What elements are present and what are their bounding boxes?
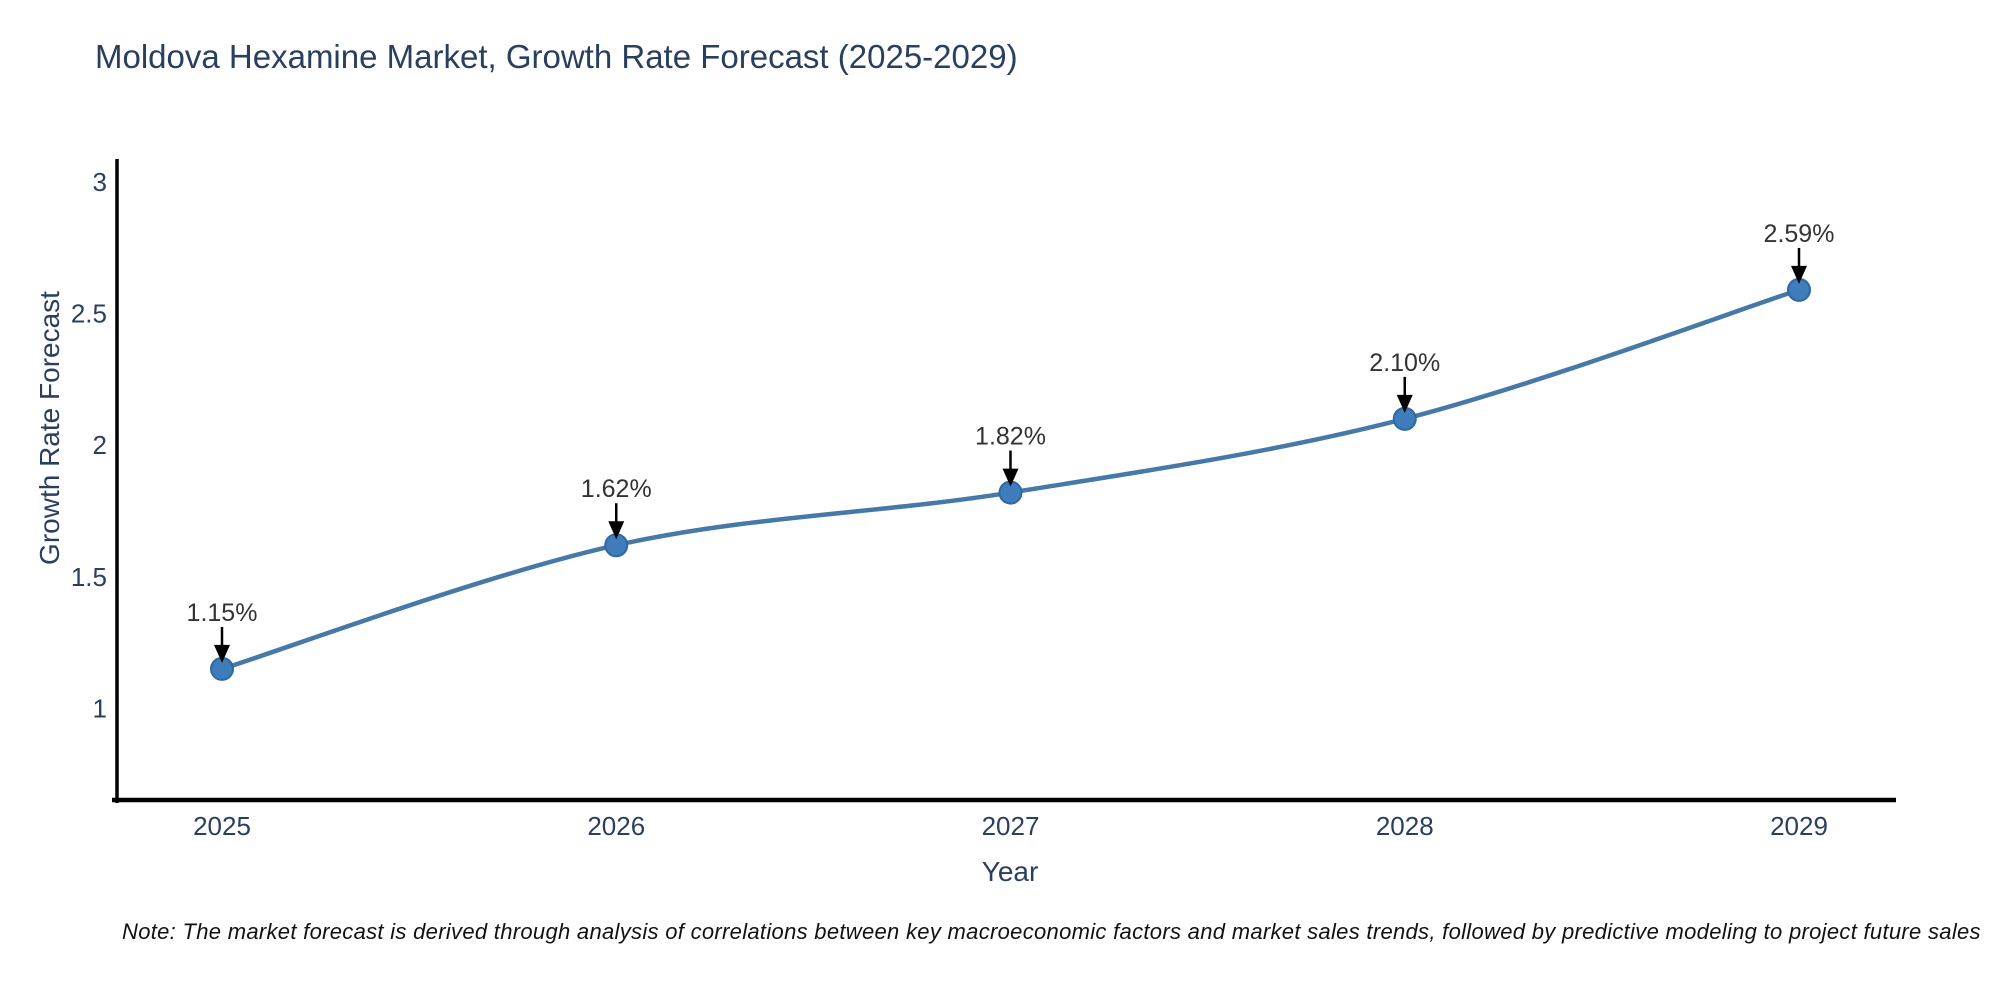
x-tick-label: 2028 xyxy=(1376,811,1434,841)
chart-title: Moldova Hexamine Market, Growth Rate For… xyxy=(95,38,1018,75)
x-tick-label: 2029 xyxy=(1770,811,1828,841)
y-tick-label: 1 xyxy=(93,693,107,723)
footnote: Note: The market forecast is derived thr… xyxy=(122,919,1981,944)
y-tick-label: 2 xyxy=(93,430,107,460)
x-tick-label: 2025 xyxy=(193,811,251,841)
annotation-label: 1.82% xyxy=(975,423,1046,451)
annotation-arrowhead xyxy=(1396,394,1413,413)
y-tick-label: 1.5 xyxy=(71,562,107,592)
x-axis-title: Year xyxy=(981,856,1039,887)
annotation-arrowhead xyxy=(214,644,230,663)
annotation-label: 2.10% xyxy=(1369,349,1440,377)
annotation-arrowhead xyxy=(608,521,625,540)
x-tick-label: 2026 xyxy=(587,811,645,841)
annotation-label: 1.15% xyxy=(187,599,258,627)
y-tick-label: 3 xyxy=(93,167,107,197)
annotation-arrowhead xyxy=(1002,468,1019,487)
x-tick-label: 2027 xyxy=(982,811,1040,841)
annotation-label: 1.62% xyxy=(581,475,652,503)
annotation-arrowhead xyxy=(1791,265,1807,284)
annotation-label: 2.59% xyxy=(1764,220,1835,248)
y-tick-label: 2.5 xyxy=(71,299,107,329)
